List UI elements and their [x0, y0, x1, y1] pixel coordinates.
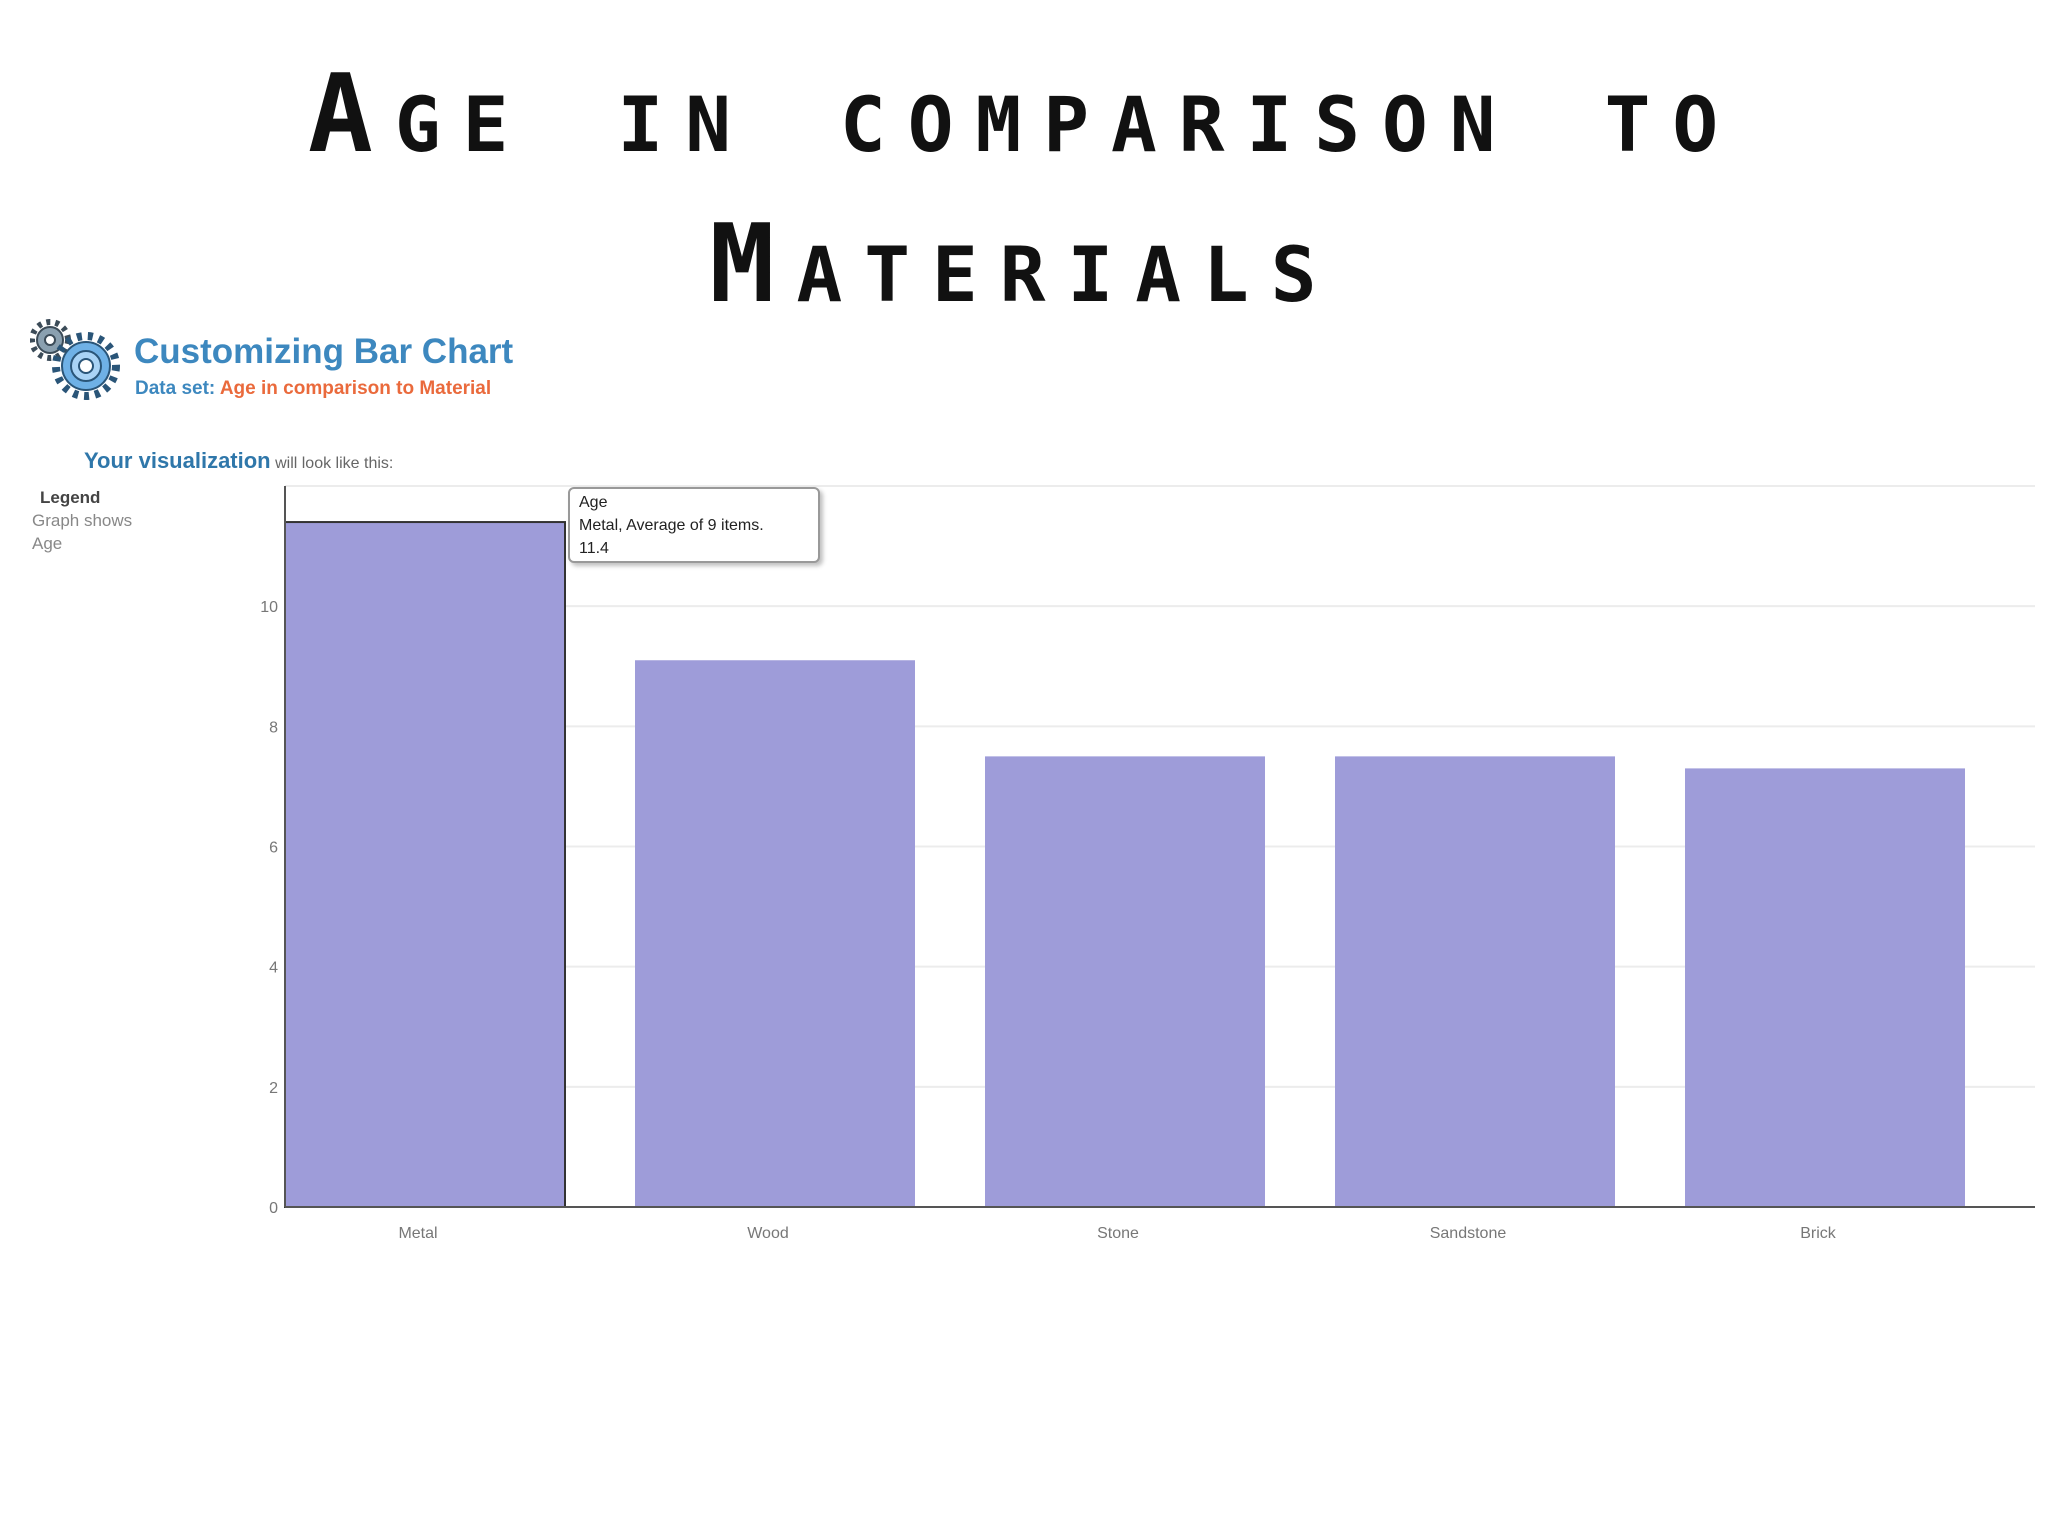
dataset-label: Data set: — [135, 378, 216, 399]
y-tick-label: 2 — [269, 1080, 278, 1097]
y-tick-label: 0 — [269, 1200, 278, 1217]
tooltip-detail: Metal, Average of 9 items. — [579, 517, 764, 534]
bar — [1335, 756, 1615, 1207]
legend-line-2: Age — [32, 534, 63, 553]
x-tick-label: Sandstone — [1430, 1225, 1507, 1242]
visualization-caption: Your visualization will look like this: — [84, 448, 393, 474]
slide-title-line-1: Age in comparison to — [307, 52, 1741, 177]
visualization-caption-strong: Your visualization — [84, 448, 271, 473]
bar-tooltip: Age Metal, Average of 9 items. 11.4 — [568, 487, 820, 563]
tooltip-series: Age — [579, 494, 608, 511]
x-tick-label: Metal — [398, 1225, 437, 1242]
x-tick-label: Stone — [1097, 1225, 1139, 1242]
bar — [1685, 768, 1965, 1207]
bar — [635, 660, 915, 1207]
x-tick-label: Brick — [1800, 1225, 1837, 1242]
tooltip-value: 11.4 — [579, 540, 609, 557]
bar — [985, 756, 1265, 1207]
visualization-caption-rest: will look like this: — [275, 455, 394, 472]
dataset-value: Age in comparison to Material — [219, 378, 492, 399]
y-tick-label: 10 — [260, 599, 278, 616]
y-tick-label: 4 — [269, 960, 278, 977]
y-tick-label: 6 — [269, 840, 278, 857]
dataset-line: Data set: Age in comparison to Material — [135, 378, 491, 400]
slide-title-line-2: Materials — [709, 202, 1339, 327]
x-tick-label: Wood — [747, 1225, 789, 1242]
y-tick-label: 8 — [269, 719, 278, 736]
legend-line-1: Graph shows — [32, 511, 133, 530]
gear-icon — [30, 319, 120, 400]
chart-heading: Customizing Bar Chart — [134, 332, 514, 371]
slide-title: Age in comparison to Materials — [0, 40, 2048, 340]
legend: Legend Graph shows Age — [32, 486, 132, 555]
legend-title: Legend — [40, 488, 101, 507]
bar — [284, 521, 566, 1208]
